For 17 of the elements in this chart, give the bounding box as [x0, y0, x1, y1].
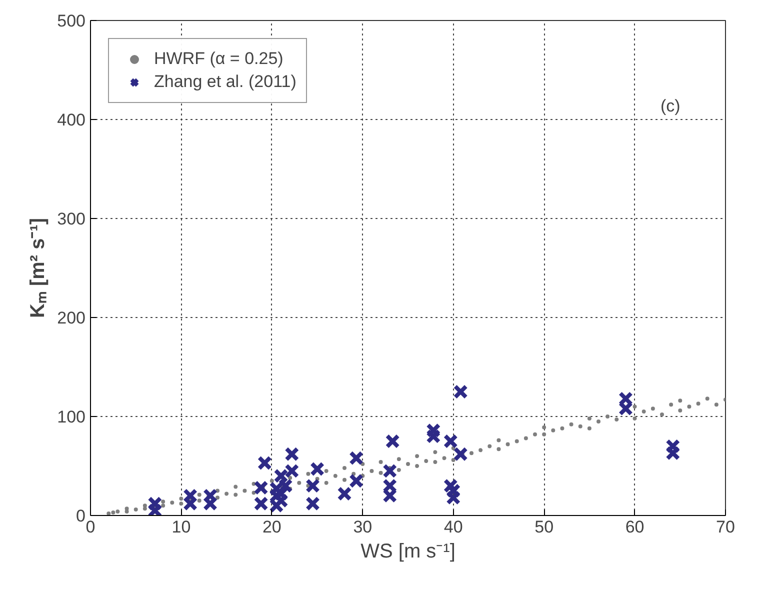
y-tick-label: 200: [57, 308, 86, 328]
legend-label: Zhang et al. (2011): [154, 72, 296, 92]
annotation: (c): [660, 96, 680, 116]
y-tick-label: 100: [57, 408, 86, 426]
y-tick-label: 400: [57, 110, 86, 130]
x-tick-label: 10: [172, 518, 191, 536]
x-tick-label: 50: [534, 518, 554, 536]
x-tick-label: 30: [353, 518, 372, 536]
x-tick-label: 60: [625, 518, 644, 536]
legend-label: HWRF (α = 0.25): [154, 49, 284, 69]
y-axis-title: Kₘ [m² s⁻¹]: [27, 218, 50, 318]
x-tick-label: 70: [716, 518, 735, 536]
y-tick-label: 500: [57, 12, 86, 30]
x-axis-title: WS [m s⁻¹]: [360, 540, 456, 562]
x-tick-label: 20: [262, 518, 282, 536]
y-tick-label: 300: [57, 210, 86, 228]
x-tick-label: 40: [444, 518, 463, 536]
